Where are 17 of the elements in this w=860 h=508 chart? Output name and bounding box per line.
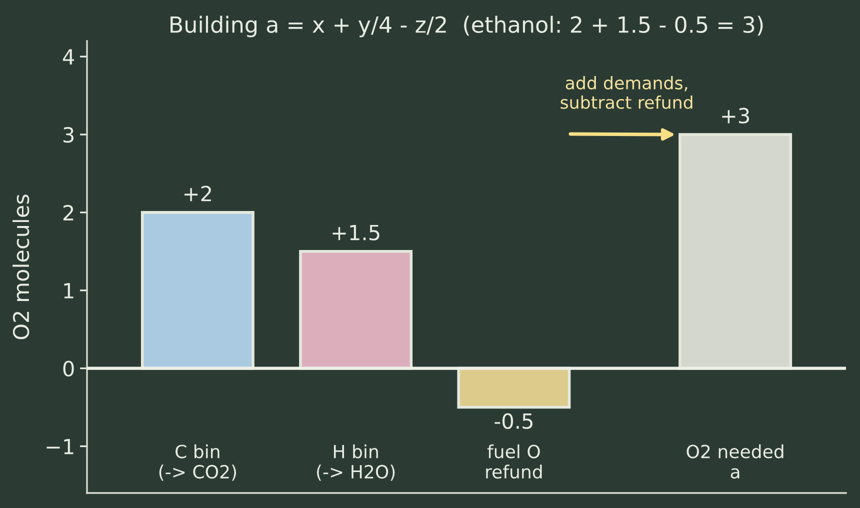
y-tick-label: 1 xyxy=(64,283,74,298)
data-label: +1.5 xyxy=(332,224,380,240)
data-label: -0.5 xyxy=(494,413,532,429)
y-tick-label: 2 xyxy=(63,204,74,220)
x-tick-label: C bin (-> CO2) xyxy=(159,444,236,481)
data-label: +3 xyxy=(722,108,749,124)
y-axis-title: O2 molecules xyxy=(12,194,30,340)
data-label: +2 xyxy=(184,186,211,202)
x-tick-label: H bin (-> H2O) xyxy=(316,444,395,481)
y-tick-label: 0 xyxy=(63,360,74,377)
x-tick-label: O2 needed a xyxy=(686,444,784,479)
annotation: add demands, subtract refund xyxy=(560,76,692,109)
x-tick-label: fuel O refund xyxy=(486,444,542,479)
y-tick-label: 4 xyxy=(62,49,74,64)
y-tick-label: −1 xyxy=(46,438,74,454)
y-tick-label: 3 xyxy=(64,126,74,143)
chart-title: Building a = x + y/4 - z/2 (ethanol: 2 + 1.5 - 0.5 = 3) xyxy=(170,16,763,38)
